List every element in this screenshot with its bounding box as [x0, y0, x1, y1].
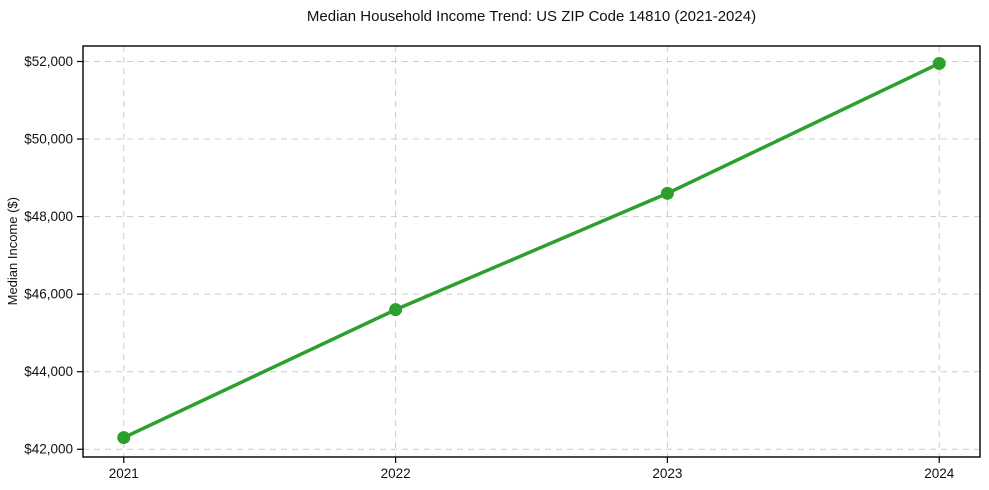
y-tick-label: $48,000 [24, 209, 73, 224]
plot-border [82, 45, 981, 458]
data-point [389, 303, 403, 317]
x-tick-label: 2021 [109, 466, 139, 481]
y-tick-label: $42,000 [24, 442, 73, 457]
data-point [117, 431, 131, 445]
y-tick-label: $50,000 [24, 132, 73, 147]
data-point [660, 186, 674, 200]
x-tick-label: 2022 [381, 466, 411, 481]
chart-title: Median Household Income Trend: US ZIP Co… [306, 8, 757, 25]
y-tick-label: $44,000 [24, 364, 73, 379]
x-tick-label: 2024 [924, 466, 955, 481]
data-point [932, 56, 946, 70]
y-tick-label: $46,000 [24, 287, 73, 302]
data-line [122, 61, 941, 440]
y-tick-label: $52,000 [24, 54, 73, 69]
x-tick-label: 2023 [652, 466, 682, 481]
